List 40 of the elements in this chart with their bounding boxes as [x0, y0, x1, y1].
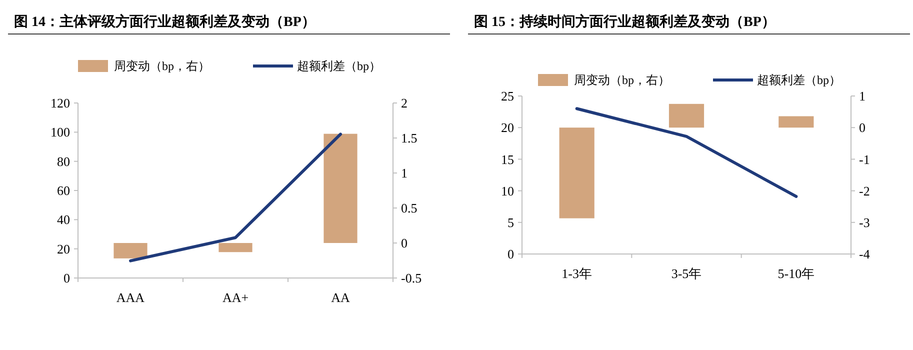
y2-tick-label: -4	[859, 246, 870, 262]
x-tick-label: 3-5年	[671, 266, 702, 281]
y-tick-label: 10	[501, 183, 514, 198]
y-tick-label: 40	[57, 212, 70, 228]
legend-label: 周变动（bp，右）	[574, 73, 670, 88]
y2-tick-label: 0.5	[401, 200, 418, 216]
x-tick-label: AAA	[116, 290, 146, 305]
y2-tick-label: 0	[401, 236, 408, 251]
y2-tick-label: -0.5	[401, 270, 422, 286]
y-tick-label: 20	[57, 241, 70, 256]
x-tick-label: AA	[331, 290, 350, 305]
y-tick-label: 5	[508, 214, 514, 230]
bar	[559, 128, 594, 218]
y-tick-label: 15	[501, 152, 514, 167]
y2-tick-label: -3	[859, 214, 870, 230]
y-tick-label: 0	[64, 270, 70, 286]
y-tick-label: 100	[50, 124, 70, 140]
legend-label: 超额利差（bp）	[297, 59, 381, 74]
bar	[668, 104, 704, 128]
bar	[778, 116, 814, 128]
y-tick-label: 20	[501, 120, 514, 136]
y2-tick-label: 1	[401, 166, 408, 181]
x-tick-label: 1-3年	[562, 266, 592, 281]
legend-label: 周变动（bp，右）	[114, 59, 210, 74]
chart-title: 图 14：主体评级方面行业超额利差及变动（BP）	[14, 13, 316, 30]
y-tick-label: 80	[57, 154, 70, 169]
y-tick-label: 120	[50, 96, 70, 111]
y-tick-label: 60	[57, 183, 70, 198]
x-tick-label: 5-10年	[778, 266, 815, 281]
y2-tick-label: -1	[859, 152, 870, 167]
y2-tick-label: 1.5	[401, 130, 418, 146]
y-tick-label: 0	[508, 246, 514, 262]
legend-label: 超额利差（bp）	[757, 73, 841, 88]
y2-tick-label: -2	[859, 183, 870, 198]
y2-tick-label: 0	[859, 120, 866, 136]
x-tick-label: AA+	[222, 290, 249, 305]
y2-tick-label: 1	[859, 88, 866, 104]
y2-tick-label: 2	[401, 96, 408, 111]
chart-title: 图 15：持续时间方面行业超额利差及变动（BP）	[474, 13, 776, 30]
y-tick-label: 25	[501, 88, 514, 104]
